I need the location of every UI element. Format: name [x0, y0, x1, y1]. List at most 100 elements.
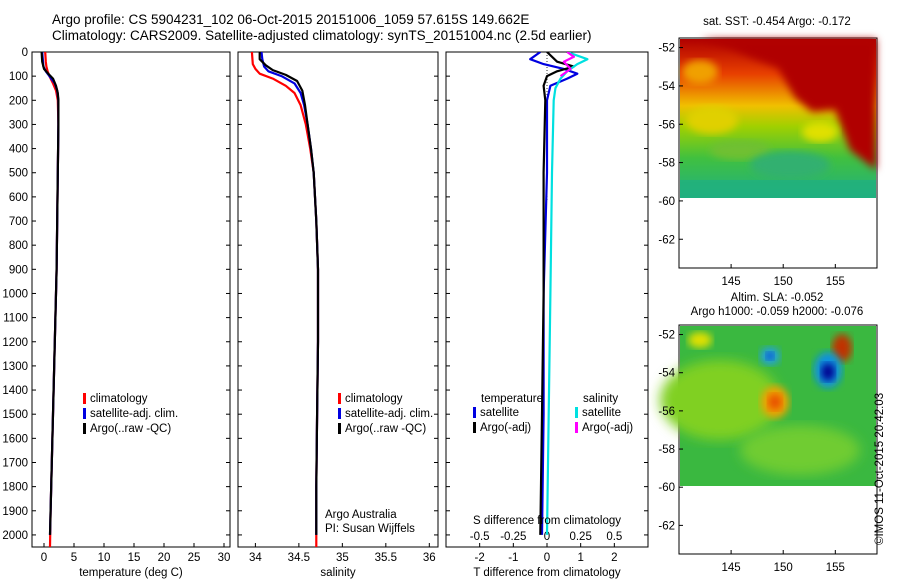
legend-label: Argo(..raw -QC) [345, 423, 426, 435]
temperature-xlabel: temperature (deg C) [79, 567, 183, 579]
salinity-legend: climatology satellite-adj. clim. Argo(..ra… [338, 393, 433, 435]
x-tick-label: 1 [577, 552, 583, 564]
lon-tick-label: 150 [774, 276, 793, 288]
t-diff-tick-labels: -2 -1 0 1 2 [475, 543, 618, 564]
legend-label: Argo(..raw -QC) [90, 423, 171, 435]
pi-note: PI: Susan Wijffels [325, 523, 415, 535]
s-diff-tick-label: 0 [544, 531, 550, 543]
s-diff-tick-labels: -0.5 -0.25 0 0.25 0.5 [470, 531, 623, 543]
legend-title-salinity: salinity [583, 393, 618, 405]
figure-title-line1: Argo profile: CS 5904231_102 06-Oct-2015… [52, 12, 530, 27]
series-line-argo-adj- [539, 52, 576, 535]
legend-swatch [83, 393, 86, 404]
legend-label: climatology [90, 393, 148, 405]
difference-legend: temperature salinity satellite Argo(-adj) sa… [473, 393, 633, 434]
x-tick-label: 5 [71, 552, 77, 564]
sst-heatmap [680, 39, 876, 198]
legend-title-temperature: temperature [481, 393, 543, 405]
x-tick-label: 35.5 [375, 552, 397, 564]
sla-map: Altim. SLA: -0.052 Argo h1000: -0.059 h2… [658, 292, 878, 574]
s-diff-tick-label: -0.5 [470, 531, 490, 543]
series-line-satellite-adj-clim- [260, 52, 320, 535]
temperature-tick-labels: 0 5 10 15 20 25 30 [41, 543, 231, 564]
depth-tick-label: 1800 [2, 482, 28, 494]
lat-tick-label: -62 [658, 234, 675, 246]
sst-map-lon-labels: 145 150 155 [722, 264, 845, 288]
lat-tick-label: -56 [658, 406, 675, 418]
depth-tick-label: 400 [9, 144, 28, 156]
lat-tick-label: -60 [658, 482, 675, 494]
sst-map: sat. SST: -0.454 Argo: -0.172 -52-54-56-… [658, 16, 878, 288]
legend-swatch [338, 423, 341, 434]
difference-panel: -2 -1 0 1 2 -0.5 -0.25 0 0.25 0.5 S difference f… [445, 51, 649, 579]
legend-swatch [473, 407, 476, 418]
depth-tick-label: 1000 [2, 288, 28, 300]
difference-lines [529, 52, 589, 535]
lat-tick-label: -52 [658, 330, 675, 342]
depth-tick-label: 1300 [2, 361, 28, 373]
lat-tick-label: -56 [658, 119, 675, 131]
legend-label: satellite [582, 407, 621, 419]
s-diff-tick-label: 0.5 [606, 531, 622, 543]
depth-tick-label: 900 [9, 264, 28, 276]
legend-label: satellite-adj. clim. [90, 408, 178, 420]
x-tick-label: -2 [475, 552, 485, 564]
sst-map-title: sat. SST: -0.454 Argo: -0.172 [703, 16, 851, 28]
s-diff-tick-label: -0.25 [500, 531, 526, 543]
lat-tick-label: -62 [658, 520, 675, 532]
depth-tick-label: 700 [9, 216, 28, 228]
sla-heatmap [660, 326, 876, 486]
legend-swatch [338, 408, 341, 419]
depth-tick-label: 800 [9, 240, 28, 252]
lat-tick-label: -52 [658, 43, 675, 55]
series-line-argo-adj- [559, 52, 576, 77]
x-tick-label: 10 [98, 552, 111, 564]
x-tick-label: 0 [41, 552, 47, 564]
depth-tick-label: 300 [9, 119, 28, 131]
depth-tick-label: 1400 [2, 385, 28, 397]
lat-tick-label: -58 [658, 444, 675, 456]
depth-tick-label: 600 [9, 192, 28, 204]
depth-tick-label: 1200 [2, 337, 28, 349]
figure-title-line2: Climatology: CARS2009. Satellite-adjuste… [52, 28, 592, 43]
x-tick-label: 35 [336, 552, 349, 564]
lat-tick-label: -58 [658, 158, 675, 170]
x-tick-label: 34 [249, 552, 262, 564]
sla-map-lon-labels: 145 150 155 [722, 550, 845, 574]
depth-tick-label: 200 [9, 95, 28, 107]
lat-tick-label: -54 [658, 368, 675, 380]
depth-tick-label: 1700 [2, 457, 28, 469]
legend-swatch [473, 422, 476, 433]
t-diff-xlabel: T difference from climatology [473, 567, 620, 579]
lat-tick-label: -60 [658, 196, 675, 208]
legend-label: satellite [480, 407, 519, 419]
temperature-panel: 0100200300400500600700800900100011001200… [2, 47, 231, 579]
salinity-lines [250, 52, 320, 547]
x-tick-label: 15 [128, 552, 141, 564]
x-tick-label: 34.5 [288, 552, 310, 564]
legend-label: Argo(-adj) [480, 422, 531, 434]
x-tick-label: -1 [508, 552, 518, 564]
lon-tick-label: 150 [774, 562, 793, 574]
salinity-axes-frame [237, 51, 439, 548]
depth-tick-label: 1500 [2, 409, 28, 421]
argo-australia-note: Argo Australia [325, 509, 397, 521]
salinity-tick-labels: 34 34.5 35 35.5 36 [249, 543, 436, 564]
legend-label: satellite-adj. clim. [345, 408, 433, 420]
x-tick-label: 30 [218, 552, 231, 564]
legend-swatch [338, 393, 341, 404]
depth-tick-label: 500 [9, 168, 28, 180]
s-diff-tick-label: 0.25 [569, 531, 591, 543]
lon-tick-label: 145 [722, 276, 741, 288]
legend-label: climatology [345, 393, 403, 405]
depth-tick-label: 1900 [2, 506, 28, 518]
sla-map-title: Altim. SLA: -0.052 [731, 292, 824, 304]
temperature-legend: climatology satellite-adj. clim. Argo(..ra… [83, 393, 178, 435]
salinity-xlabel: salinity [320, 567, 355, 579]
legend-swatch [83, 408, 86, 419]
x-tick-label: 20 [158, 552, 171, 564]
lat-tick-label: -54 [658, 81, 675, 93]
sst-map-lat-labels: -52 -54 -56 -58 -60 -62 [658, 43, 683, 246]
depth-tick-label: 0 [22, 47, 28, 59]
